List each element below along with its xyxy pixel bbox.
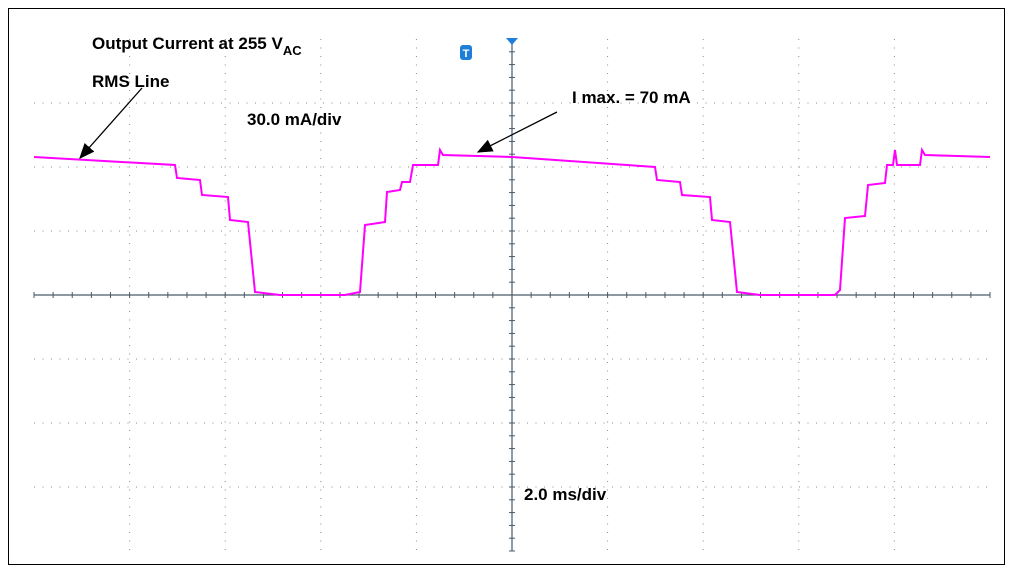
imax-label: I max. = 70 mA — [572, 88, 691, 107]
frame — [8, 8, 1005, 565]
horizontal-scale: 2.0 ms/div — [524, 485, 607, 504]
imax-arrow — [476, 111, 558, 153]
trigger-level-marker — [460, 45, 472, 60]
rms-arrow — [79, 87, 143, 159]
rms-line-label: RMS Line — [92, 72, 169, 91]
trigger-label: T — [463, 48, 470, 60]
vertical-scale: 30.0 mA/div — [247, 110, 342, 129]
title: Output Current at 255 VAC — [92, 34, 302, 58]
trigger-position-marker — [506, 38, 518, 45]
title-main: Output Current at 255 V — [92, 34, 283, 53]
current-waveform — [33, 147, 991, 296]
title-subscript: AC — [283, 43, 302, 58]
